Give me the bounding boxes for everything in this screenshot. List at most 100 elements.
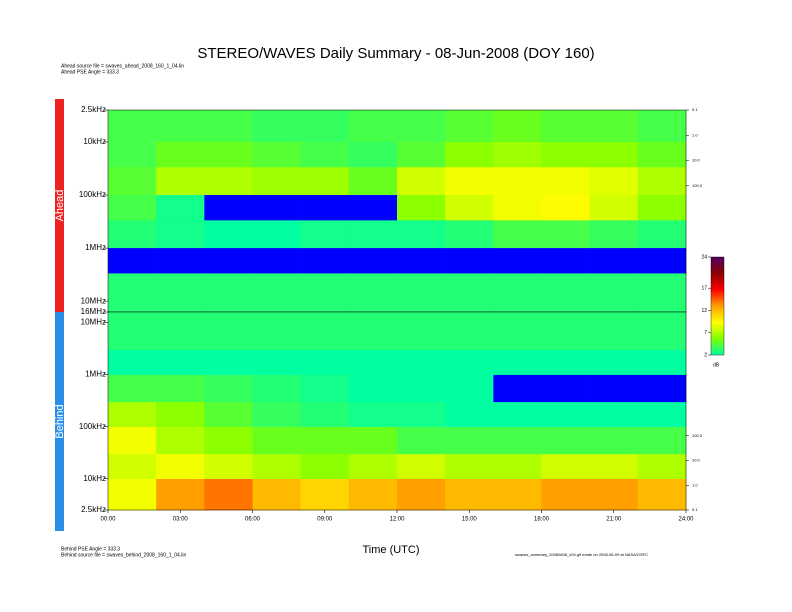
heatmap-cell [108, 195, 157, 221]
heatmap-cell [204, 273, 253, 313]
heatmap-cell [204, 426, 253, 455]
footer: swaves_summary_20080608_v04.gif made on … [515, 552, 648, 557]
heatmap-cell [156, 167, 205, 196]
heatmap-cell [493, 426, 542, 455]
heatmap-cell [204, 220, 253, 249]
heatmap-cell [156, 478, 205, 511]
y-tick-label: 10kHz [83, 137, 106, 146]
heatmap-cell [493, 349, 542, 375]
heatmap-cell [637, 273, 687, 313]
heatmap-cell [445, 273, 494, 313]
heatmap-cell [445, 453, 494, 479]
heatmap-cell [108, 349, 157, 375]
heatmap-cell [397, 273, 446, 313]
heatmap-cell [252, 141, 301, 168]
y-tick-label: 10MHz [81, 296, 106, 305]
heatmap-cell [156, 141, 205, 168]
y-tick-label: 2.5kHz [81, 105, 106, 114]
heatmap-cell [156, 349, 205, 375]
colorbar [710, 256, 725, 356]
heatmap-cell [300, 426, 350, 455]
heatmap-cell [541, 453, 590, 479]
colorbar-tick-label: 2 [704, 352, 707, 358]
heatmap-cell [252, 195, 301, 221]
heatmap-cell [397, 453, 446, 479]
heatmap-cell [348, 349, 398, 375]
y-tick-label: 16MHz [81, 307, 106, 316]
heatmap-cell [637, 453, 687, 479]
heatmap-cell [252, 401, 301, 427]
heatmap-cell [493, 453, 542, 479]
heatmap-cell [589, 312, 639, 351]
heatmap-cell [300, 195, 350, 221]
heatmap-cell [445, 110, 494, 143]
note: Ahead source file = swaves_ahead_2008_16… [61, 63, 184, 69]
heatmap-cell [204, 195, 253, 221]
heatmap-cell [445, 312, 494, 351]
panel-band [55, 99, 64, 312]
heatmap-cell [348, 401, 398, 427]
x-tick-label: 06:00 [245, 517, 261, 523]
heatmap-cell [637, 312, 687, 351]
heatmap-cell [252, 248, 301, 274]
heatmap-cell [204, 312, 253, 351]
heatmap-cell [589, 453, 639, 479]
x-tick-label: 09:00 [317, 517, 333, 523]
y-tick-label: 100kHz [79, 422, 106, 431]
y2-tick-label: 100.0 [692, 183, 703, 188]
y2-tick-label: 10.0 [692, 458, 701, 463]
heatmap-cell [397, 401, 446, 427]
chart-title: STEREO/WAVES Daily Summary - 08-Jun-2008… [197, 45, 594, 62]
heatmap-cell [397, 248, 446, 274]
heatmap-cell [637, 248, 687, 274]
heatmap-cell [493, 248, 542, 274]
y-tick-label: 10kHz [83, 474, 106, 483]
heatmap-cell [204, 248, 253, 274]
heatmap-cell [300, 220, 350, 249]
heatmap-cell [204, 401, 253, 427]
heatmap-cell [204, 349, 253, 375]
heatmap-cell [445, 401, 494, 427]
heatmap-cell [108, 141, 157, 168]
heatmap-cell [108, 312, 157, 351]
heatmap-cell [541, 478, 590, 511]
y2-tick-label: 100.0 [692, 433, 703, 438]
heatmap-cell [397, 141, 446, 168]
heatmap-cell [445, 374, 494, 403]
heatmap-cell [637, 401, 687, 427]
heatmap-cell [541, 167, 590, 196]
note: Ahead PSE Angle = 333.3 [61, 69, 119, 75]
heatmap-cell [397, 110, 446, 143]
heatmap-cell [445, 478, 494, 511]
heatmap-cell [108, 167, 157, 196]
x-axis-label: Time (UTC) [362, 544, 419, 556]
y2-tick-label: 1.0 [692, 482, 698, 487]
heatmap-cell [348, 273, 398, 313]
heatmap-cell [589, 349, 639, 375]
heatmap-cell [348, 453, 398, 479]
heatmap-cell [589, 426, 639, 455]
panel-band [55, 312, 64, 531]
heatmap-cell [589, 478, 639, 511]
heatmap-cell [300, 248, 350, 274]
heatmap-cell [541, 401, 590, 427]
heatmap-cell [541, 273, 590, 313]
y-tick-label: 10MHz [81, 318, 106, 327]
note: Behind PSE Angle = 333.3 [61, 546, 120, 552]
heatmap-cell [637, 478, 687, 511]
heatmap-cell [541, 349, 590, 375]
heatmap-cell [541, 110, 590, 143]
heatmap-cell [156, 110, 205, 143]
heatmap-cell [493, 167, 542, 196]
heatmap-cell [493, 110, 542, 143]
heatmap-cell [445, 167, 494, 196]
heatmap-cell [204, 110, 253, 143]
heatmap-cell [252, 349, 301, 375]
heatmap-cell [493, 141, 542, 168]
heatmap-cell [541, 195, 590, 221]
heatmap-cell [252, 273, 301, 313]
colorbar-tick-label: 7 [704, 330, 707, 336]
x-tick-label: 18:00 [534, 517, 550, 523]
heatmap-cell [204, 478, 253, 511]
heatmap-cell [156, 312, 205, 351]
